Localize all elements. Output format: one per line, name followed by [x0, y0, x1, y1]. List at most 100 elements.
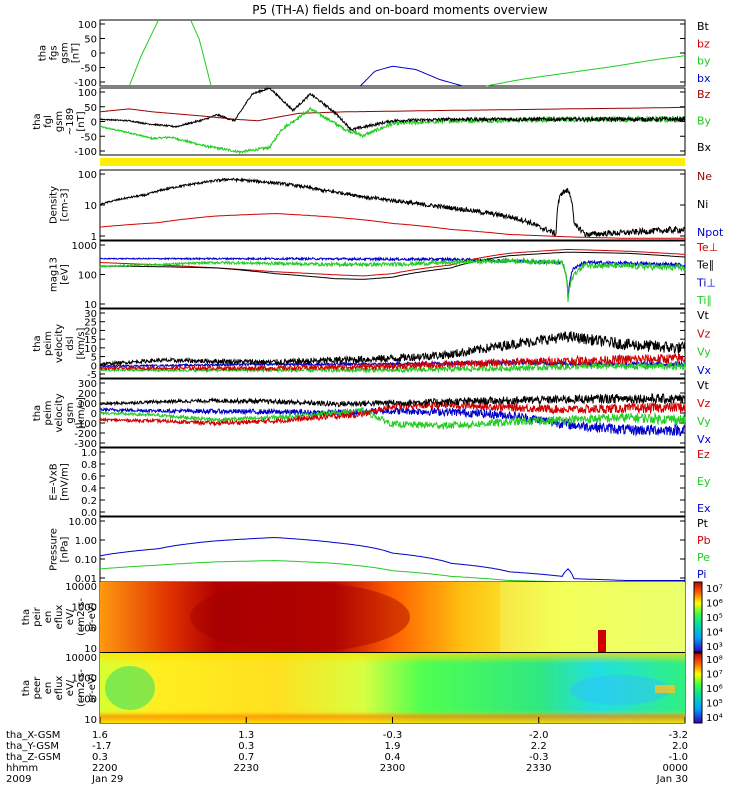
series-line-Vt [99, 393, 686, 408]
y-axis-label: dsl [65, 336, 76, 350]
y-tick-label: 0.8 [81, 460, 97, 471]
y-axis-label: tha [38, 45, 49, 61]
x-tick-label: 2200 [92, 763, 117, 774]
y-axis-label: gsm [54, 111, 65, 132]
panel-frame [99, 169, 686, 241]
x-tick-label: 2.0 [672, 741, 688, 752]
panel-frame [99, 447, 686, 517]
plot-title: P5 (TH-A) fields and on-board moments ov… [252, 3, 548, 17]
colorbar-tick-label: 10⁷ [706, 670, 723, 681]
x-tick-label: -1.7 [92, 741, 112, 752]
legend-entry: Pt [697, 517, 709, 530]
y-tick-label: 0.0 [81, 508, 97, 519]
y-tick-label: 1000 [72, 603, 97, 614]
series-line-Vz [100, 400, 686, 427]
y-axis-label: (cm2-s- [76, 598, 87, 636]
y-axis-label: mag13 [49, 257, 60, 292]
panel-efield: 1.00.80.60.40.20.0 E=-VxB [mV/m] Ez Ey Ex [49, 447, 711, 519]
series-line-Ne [99, 213, 685, 239]
colorbar-tick-label: 10⁸ [706, 655, 723, 666]
colorbar-tick-label: 10⁶ [706, 599, 723, 610]
y-tick-label: 10.00 [68, 517, 97, 528]
y-axis-label: tha [32, 113, 43, 129]
series-line-Vt [99, 330, 686, 368]
y-tick-label: 10000 [65, 653, 97, 664]
legend-entry: Vx [697, 364, 712, 377]
y-tick-label: 1 [91, 232, 97, 243]
y-axis-label: [eV] [60, 264, 71, 285]
electron-spectrogram [100, 653, 685, 723]
x-tick-label: 0.3 [238, 741, 254, 752]
y-axis-label: en [43, 611, 54, 624]
x-tick-label: 0.7 [238, 752, 254, 763]
x-tick-label: -0.3 [383, 730, 403, 741]
x-tick-label: -3.2 [668, 730, 688, 741]
series-line-by [486, 55, 686, 87]
y-tick-label: -100 [74, 419, 97, 430]
x-tick-label: 1.3 [238, 730, 254, 741]
y-axis-label: tha [32, 405, 43, 421]
y-axis-label: Pressure [49, 528, 60, 571]
series-line-Ti∥ [99, 257, 686, 303]
y-tick-label: 100 [78, 623, 97, 634]
y-axis-label: [cm-3] [60, 188, 71, 221]
x-tick-label: -0.3 [529, 752, 549, 763]
x-tick-label: 0000 [663, 763, 688, 774]
series-line-Te⊥ [99, 248, 686, 277]
y-tick-label: 10 [84, 644, 97, 655]
y-axis-label: tha [21, 609, 32, 625]
series-line-Bz [99, 106, 685, 122]
y-tick-label: 50 [84, 103, 97, 114]
y-axis-label: fgs [49, 45, 60, 60]
y-axis-label: eV/ [65, 679, 76, 696]
y-tick-label: 1000 [72, 241, 97, 252]
colorbar-tick-label: 10⁴ [706, 713, 723, 724]
y-tick-label: 15 [84, 335, 97, 346]
y-axis-label: Density [49, 186, 60, 224]
colorbar-tick-label: 10⁴ [706, 628, 723, 639]
series-line-by [190, 19, 212, 87]
legend-entry: Te⊥ [696, 241, 718, 254]
y-axis-label: peim [43, 331, 54, 356]
panel-frame [99, 516, 686, 583]
y-tick-label: 100 [78, 399, 97, 410]
legend-entry: Npot [697, 226, 724, 239]
panel-fgs: 100 50 0 -50 -100 tha fgs gsm [nT] Bt bz by bx [38, 19, 711, 89]
legend-entry: Ex [697, 502, 711, 515]
y-tick-label: 0.4 [81, 484, 97, 495]
y-tick-label: 0 [91, 49, 97, 60]
colorbar-tick-label: 10⁵ [706, 699, 723, 710]
legend-entry: Ti∥ [696, 294, 712, 307]
y-tick-label: -100 [74, 78, 97, 89]
y-tick-label: 1.00 [75, 536, 97, 547]
series-line-Bx [99, 86, 686, 132]
x-tick-label: 2.2 [531, 741, 547, 752]
status-bar [100, 158, 685, 166]
electron-colorbar [693, 652, 703, 724]
legend-entry: bz [697, 37, 710, 50]
y-axis-label: fgl [43, 115, 54, 128]
series-line-Ni [99, 177, 686, 238]
panel-fgl: 100 50 0 -50 -100 tha fgl gsm ~189 [nT] Bz By Bx [32, 86, 712, 158]
series-line-bx [359, 65, 463, 87]
legend-entry: Ne [697, 170, 712, 183]
colorbar-tick-label: 10⁶ [706, 684, 723, 695]
y-axis-label: [nT] [76, 111, 87, 131]
panel-frame [99, 240, 686, 309]
legend-entry: Bx [697, 141, 712, 154]
panel-frame [99, 378, 686, 448]
y-axis-label: tha [21, 680, 32, 696]
series-line-Te∥ [100, 251, 686, 280]
legend-entry: Vt [697, 309, 710, 322]
y-tick-label: 0 [91, 361, 97, 372]
y-tick-label: 100 [78, 694, 97, 705]
y-tick-label: 100 [78, 170, 97, 181]
y-tick-label: -200 [74, 429, 97, 440]
x-tick-label: 0.3 [92, 752, 108, 763]
y-tick-label: -300 [74, 439, 97, 450]
y-tick-label: 0.01 [75, 574, 97, 585]
y-tick-label: 100 [78, 88, 97, 99]
y-axis-label: (cm2-s- [76, 669, 87, 707]
y-axis-label: velocity [54, 393, 65, 432]
y-axis-label: eV/ [65, 608, 76, 625]
